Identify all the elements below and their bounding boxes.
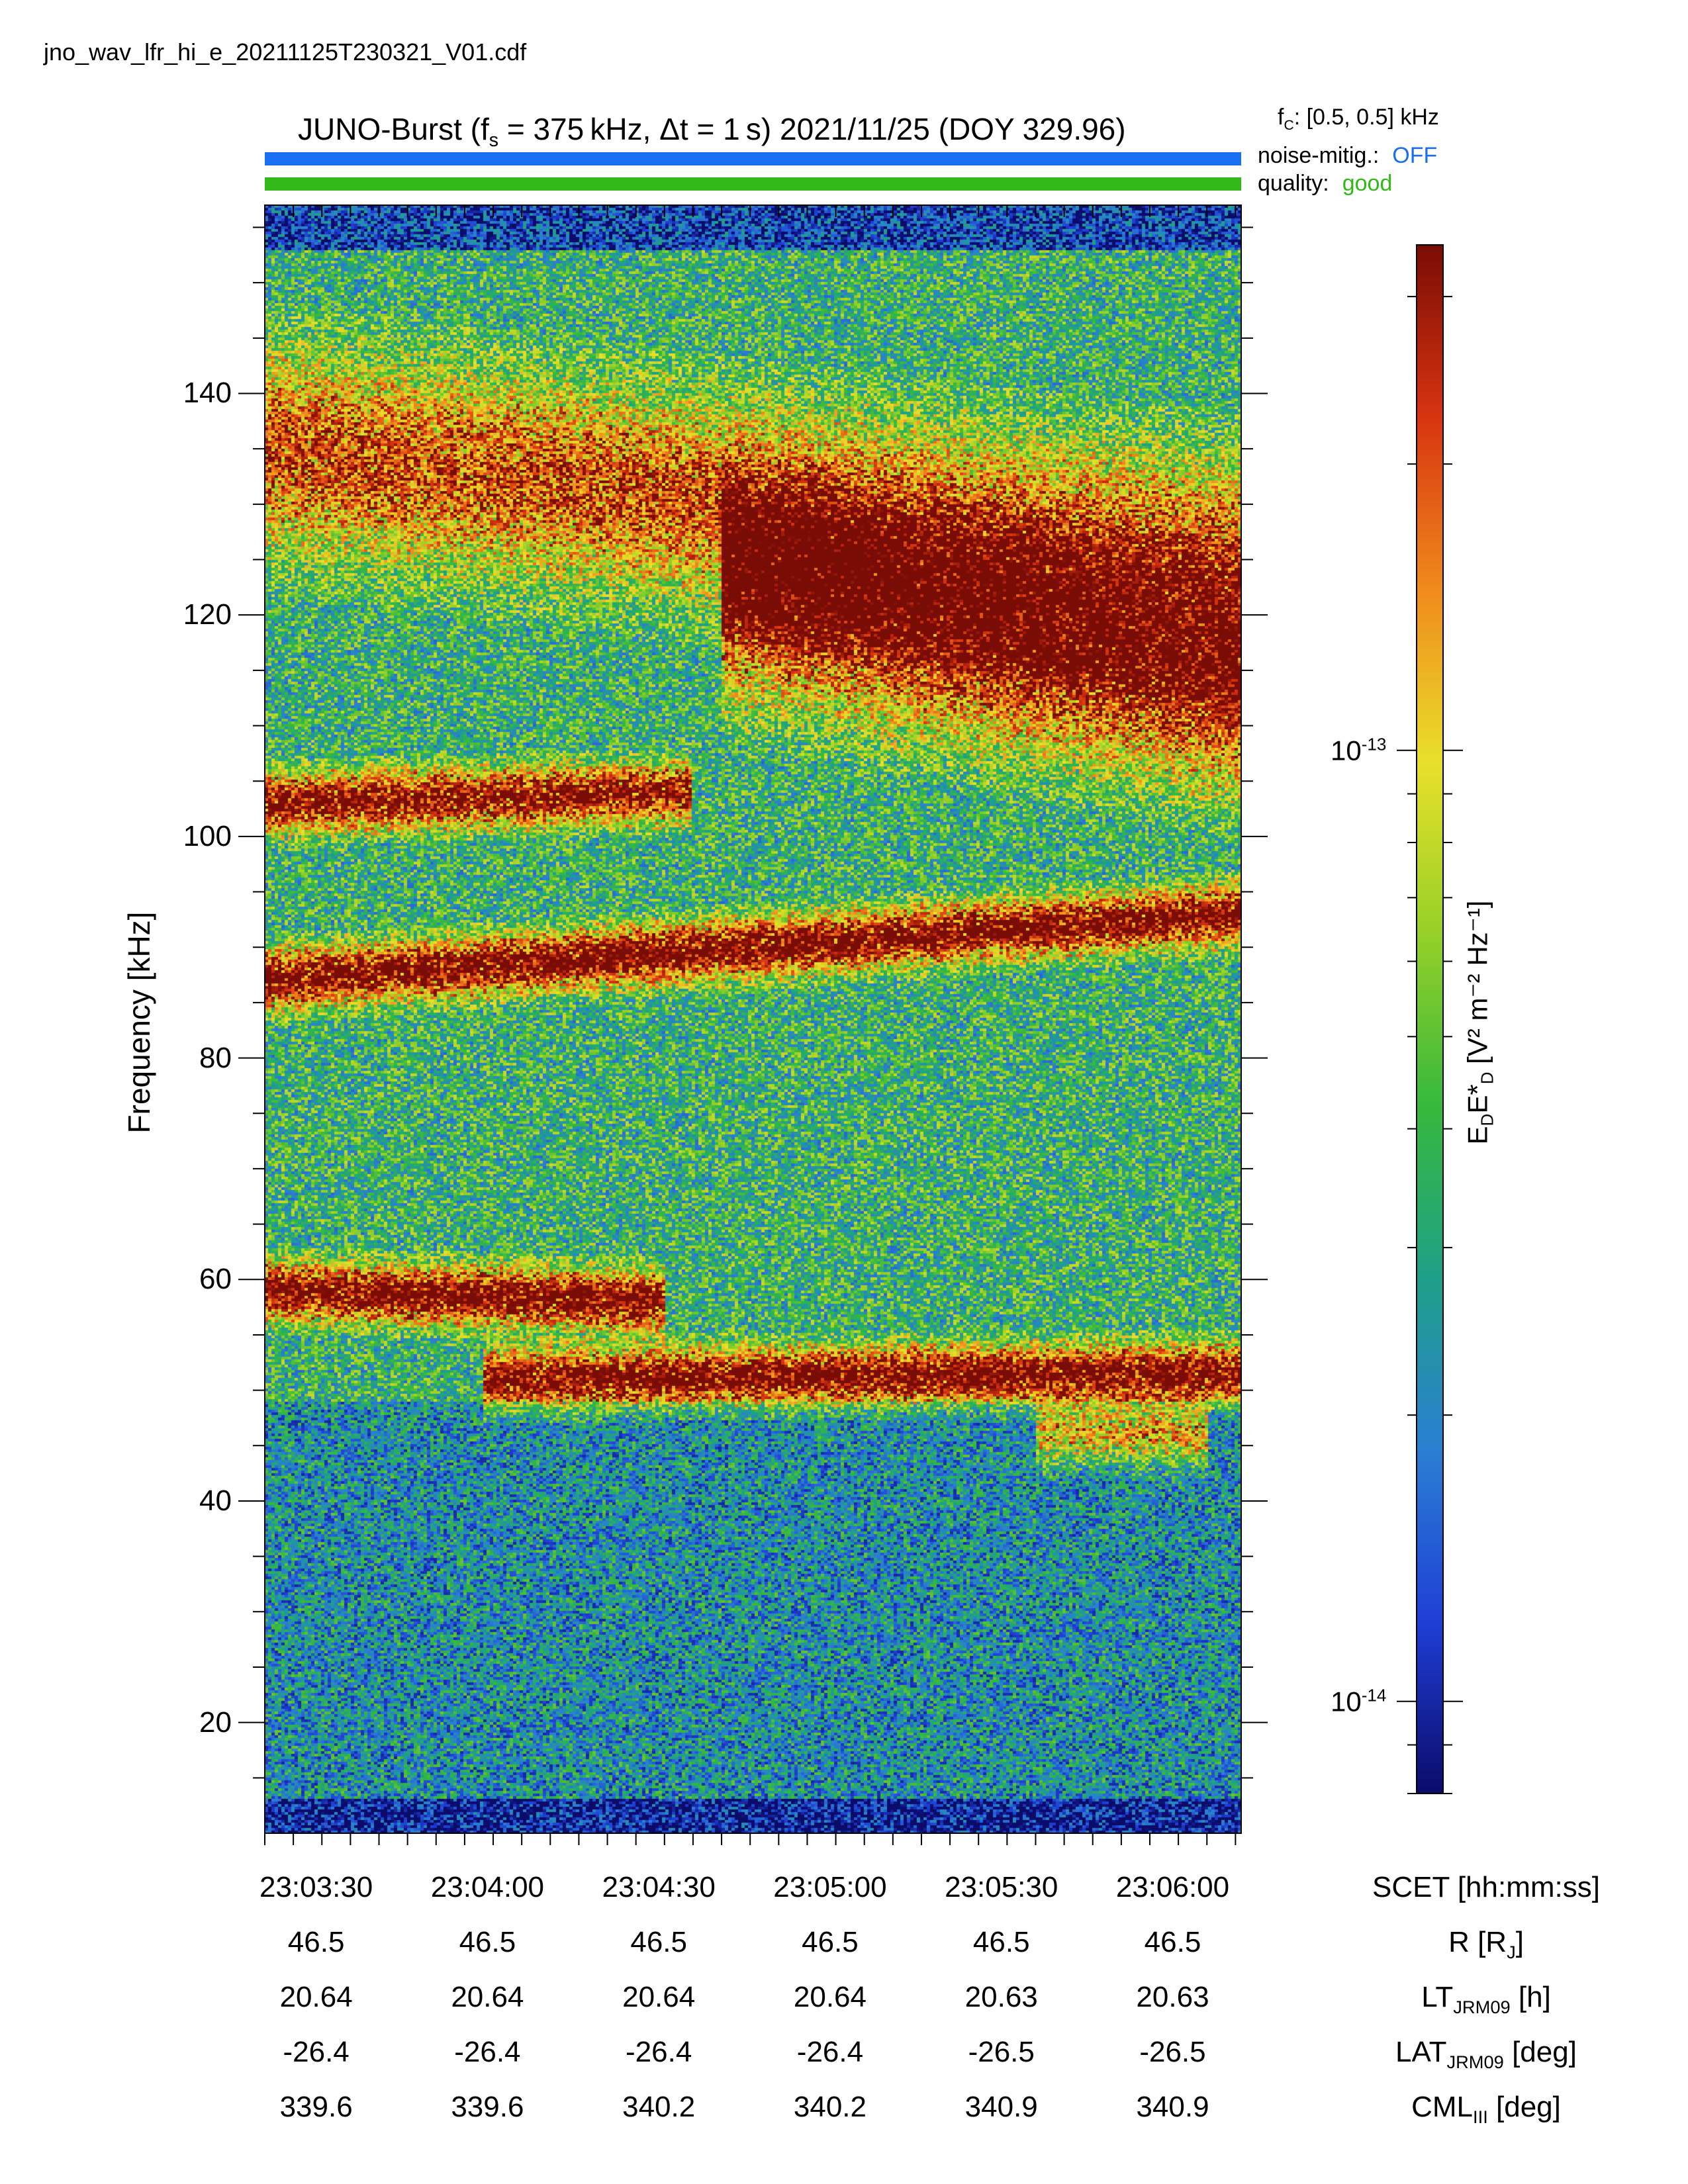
noise-mitigation-status: noise-mitig.: OFF — [1258, 143, 1437, 169]
colorbar-tick-label: 10-13 — [1331, 734, 1387, 766]
y-tick-label: 60 — [199, 1263, 232, 1296]
fc-prefix: f — [1278, 105, 1284, 130]
y-tick-label: 20 — [199, 1706, 232, 1739]
ephemeris-row-name: CMLIII [deg] — [1411, 2091, 1561, 2127]
y-tick-label: 140 — [183, 377, 232, 410]
cb-label-units: [V² m⁻² Hz⁻¹] — [1462, 900, 1493, 1072]
ephemeris-row-name: SCET [hh:mm:ss] — [1372, 1871, 1600, 1903]
ephemeris-value: 46.5 — [630, 1926, 687, 1958]
ephemeris-value: 340.9 — [1136, 2091, 1209, 2123]
noise-mitigation-bar — [265, 152, 1241, 165]
y-tick-label: 40 — [199, 1484, 232, 1517]
x-tick-label: 23:05:00 — [773, 1871, 887, 1903]
ephemeris-value: 46.5 — [1144, 1926, 1201, 1958]
title-sub: s — [489, 130, 499, 152]
y-tick-label: 120 — [183, 598, 232, 631]
colorbar — [1417, 245, 1443, 1794]
ephemeris-value: -26.5 — [1139, 2036, 1206, 2068]
x-tick-label: 23:03:30 — [259, 1871, 373, 1903]
ephemeris-value: 20.63 — [1136, 1981, 1209, 2013]
quality-value: good — [1342, 171, 1393, 196]
y-tick-label: 80 — [199, 1041, 232, 1074]
ephemeris-value: 339.6 — [279, 2091, 353, 2123]
ephemeris-value: -26.4 — [283, 2036, 350, 2068]
title-prefix: JUNO-Burst (f — [298, 112, 489, 146]
quality-label: quality: — [1258, 171, 1329, 196]
ephemeris-value: -26.5 — [968, 2036, 1035, 2068]
noise-mitigation-value: OFF — [1392, 143, 1438, 168]
ephemeris-value: -26.4 — [626, 2036, 692, 2068]
x-tick-label: 23:06:00 — [1115, 1871, 1230, 1903]
y-axis-label: Frequency [kHz] — [122, 911, 156, 1134]
ephemeris-row-name: R [RJ] — [1448, 1926, 1524, 1962]
ephemeris-row-name: LATJRM09 [deg] — [1395, 2036, 1577, 2072]
plot-frame — [264, 205, 1242, 1834]
noise-mitigation-label: noise-mitig.: — [1258, 143, 1380, 168]
ephemeris-value: 46.5 — [972, 1926, 1030, 1958]
ephemeris-value: 46.5 — [802, 1926, 859, 1958]
ephemeris-value: -26.4 — [796, 2036, 864, 2068]
ephemeris-value: 20.63 — [964, 1981, 1038, 2013]
fc-label: fC: [0.5, 0.5] kHz — [1278, 105, 1439, 134]
x-tick-label: 23:04:30 — [602, 1871, 716, 1903]
spectrogram-plot — [265, 205, 1241, 1833]
quality-status: quality: good — [1258, 171, 1392, 197]
ephemeris-value: 20.64 — [279, 1981, 353, 2013]
ephemeris-value: 340.9 — [964, 2091, 1038, 2123]
fc-sub: C — [1284, 117, 1294, 133]
ephemeris-value: -26.4 — [454, 2036, 521, 2068]
quality-bar — [265, 177, 1241, 191]
ephemeris-row-name: LTJRM09 [h] — [1421, 1981, 1551, 2017]
colorbar-frame — [1416, 244, 1444, 1794]
title-suffix: = 375 kHz, Δt = 1 s) 2021/11/25 (DOY 329… — [498, 112, 1126, 146]
cb-label-sub2: D — [1477, 1071, 1497, 1085]
ephemeris-value: 46.5 — [459, 1926, 516, 1958]
file-name: jno_wav_lfr_hi_e_20211125T230321_V01.cdf — [44, 38, 527, 66]
colorbar-label: EDE*D [V² m⁻² Hz⁻¹] — [1461, 901, 1497, 1145]
ephemeris-value: 340.2 — [622, 2091, 696, 2123]
y-tick-label: 100 — [183, 819, 232, 852]
ephemeris-value: 46.5 — [287, 1926, 345, 1958]
colorbar-tick-label: 10-14 — [1331, 1685, 1387, 1717]
cb-label-sub1: D — [1477, 1113, 1497, 1126]
chart-title: JUNO-Burst (fs = 375 kHz, Δt = 1 s) 2021… — [298, 111, 1126, 152]
x-tick-label: 23:04:00 — [430, 1871, 545, 1903]
cb-label-mid: E* — [1462, 1084, 1493, 1114]
ephemeris-value: 340.2 — [793, 2091, 867, 2123]
ephemeris-value: 339.6 — [451, 2091, 524, 2123]
ephemeris-value: 20.64 — [622, 1981, 696, 2013]
ephemeris-value: 20.64 — [793, 1981, 867, 2013]
ephemeris-value: 20.64 — [451, 1981, 524, 2013]
cb-label-main: E — [1462, 1126, 1493, 1145]
x-tick-label: 23:05:30 — [945, 1871, 1058, 1903]
fc-suffix: : [0.5, 0.5] kHz — [1293, 105, 1439, 130]
